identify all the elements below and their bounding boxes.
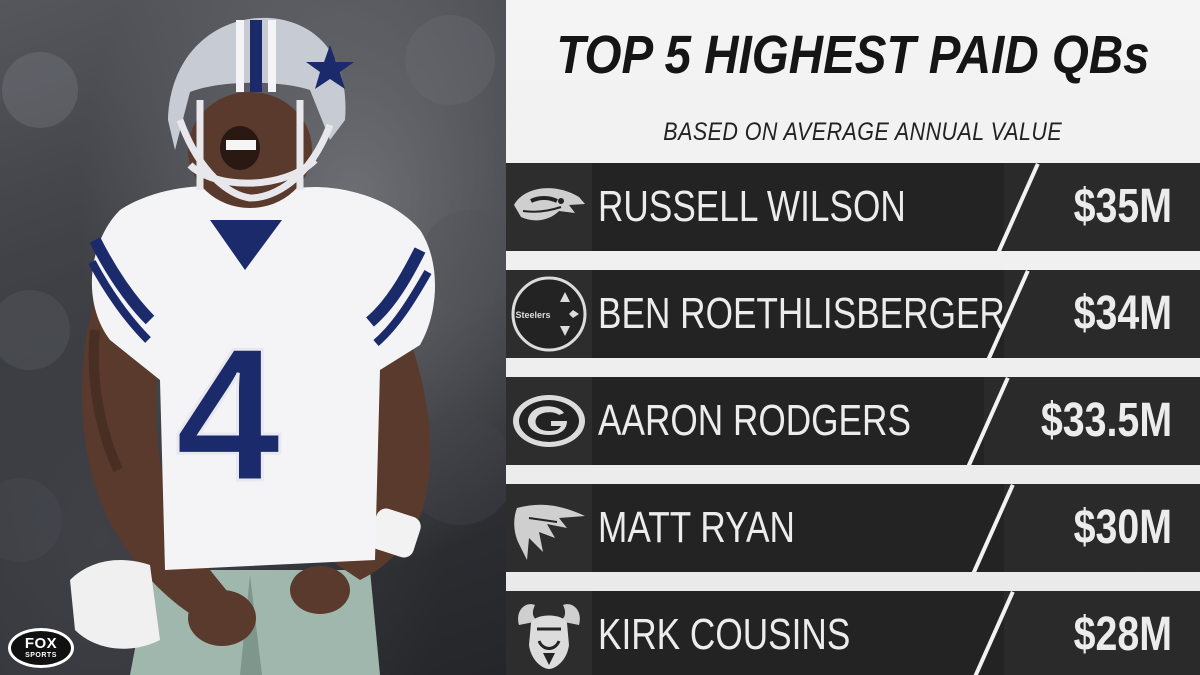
fox-sports-logo: FOX SPORTS (8, 628, 74, 668)
steelers-logo-icon: Steelers (511, 276, 587, 352)
qb-name: BEN ROETHLISBERGER (598, 289, 1005, 338)
qb-salary: $30M (1073, 501, 1172, 554)
salary-box (1004, 591, 1200, 675)
qb-name: AARON RODGERS (598, 396, 911, 445)
fox-logo-text: FOX (24, 635, 58, 652)
falcons-logo-icon (514, 504, 585, 560)
page-subtitle: BASED ON AVERAGE ANNUAL VALUE (663, 118, 1063, 146)
qb-name: RUSSELL WILSON (598, 182, 906, 231)
salary-box (1004, 163, 1200, 251)
qb-row-1: RUSSELL WILSON $35M (506, 163, 1200, 251)
sports-logo-text: SPORTS (25, 652, 57, 659)
jersey-number: 4 (175, 309, 281, 521)
packers-logo-icon (513, 395, 585, 447)
seahawks-logo-icon (514, 188, 585, 221)
vikings-logo-icon (518, 604, 580, 669)
player-illustration: 4 (0, 15, 506, 675)
qb-row-2: Steelers BEN ROETHLISBERGER $34M (506, 270, 1200, 358)
player-photo: 4 FOX SPORTS (0, 0, 506, 675)
qb-salary: $35M (1073, 180, 1172, 233)
qb-name: KIRK COUSINS (598, 610, 851, 659)
salary-box (984, 377, 1200, 465)
qb-salary: $34M (1073, 287, 1172, 340)
team-logo-container (506, 377, 592, 465)
qb-row-5: KIRK COUSINS $28M (506, 591, 1200, 675)
team-logo-container: Steelers (506, 270, 592, 358)
team-logo-container (506, 484, 592, 572)
qb-name: MATT RYAN (598, 503, 795, 552)
steelers-logo-text: Steelers (515, 310, 550, 320)
salary-box (1004, 270, 1200, 358)
ranking-panel: TOP 5 HIGHEST PAID QBs BASED ON AVERAGE … (506, 0, 1200, 675)
page-title: TOP 5 HIGHEST PAID QBs (556, 25, 1150, 85)
qb-salary: $33.5M (1040, 394, 1172, 447)
qb-row-4: MATT RYAN $30M (506, 484, 1200, 572)
qb-salary: $28M (1073, 608, 1172, 661)
team-logo-container (506, 163, 592, 251)
team-logo-container (506, 591, 592, 675)
qb-row-3: AARON RODGERS $33.5M (506, 377, 1200, 465)
salary-box (1004, 484, 1200, 572)
